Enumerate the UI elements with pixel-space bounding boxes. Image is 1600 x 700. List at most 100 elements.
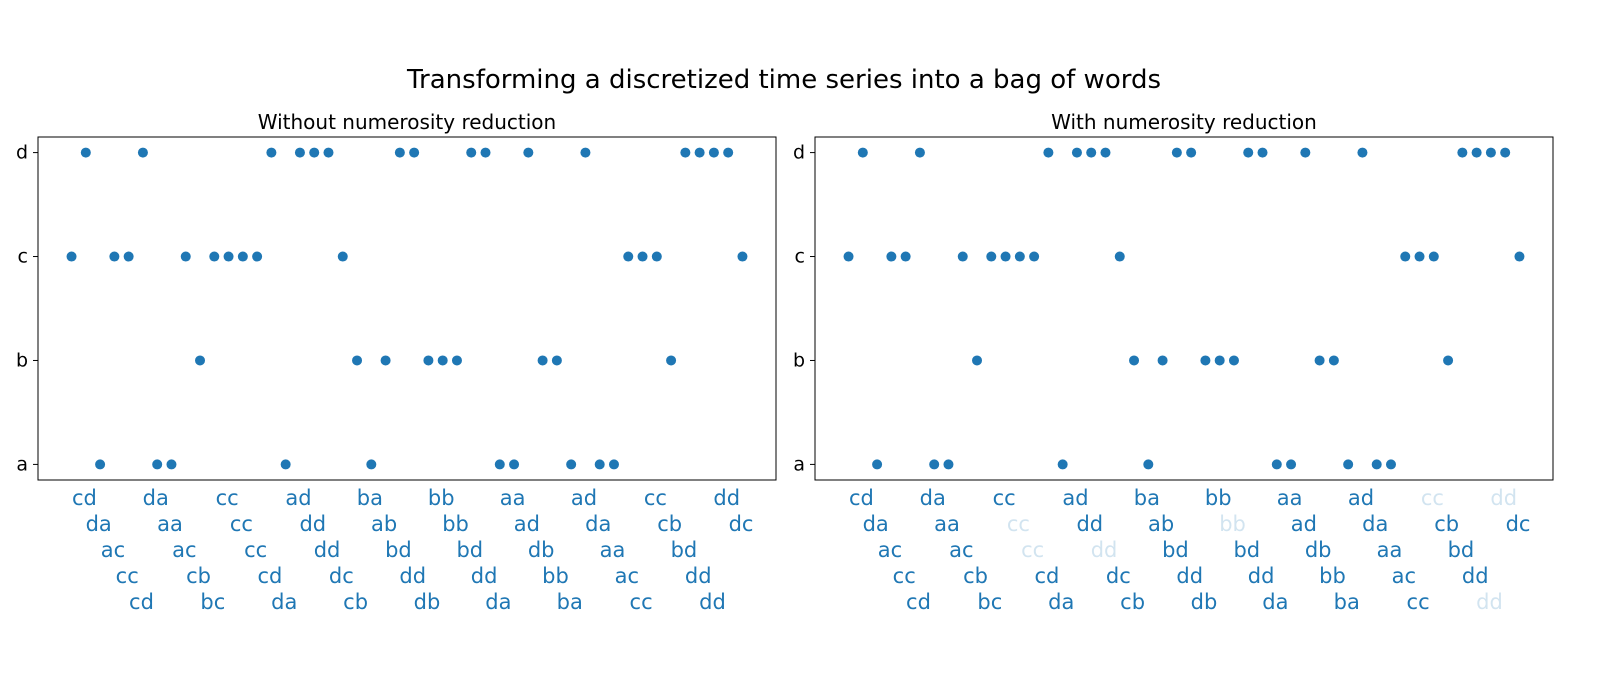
- word: dd: [1490, 486, 1517, 510]
- point: [366, 459, 377, 470]
- word: bb: [428, 486, 455, 510]
- point: [957, 251, 968, 262]
- point: [537, 355, 548, 366]
- point: [180, 251, 191, 262]
- word: aa: [600, 538, 626, 562]
- point: [266, 147, 277, 158]
- axes-frame: [814, 136, 1554, 481]
- point: [1086, 147, 1097, 158]
- word: bb: [542, 564, 569, 588]
- word: ad: [1291, 512, 1317, 536]
- point: [651, 251, 662, 262]
- word: bc: [200, 590, 225, 614]
- word: ba: [557, 590, 583, 614]
- point: [237, 251, 248, 262]
- word: ac: [878, 538, 902, 562]
- point: [1157, 355, 1168, 366]
- point: [872, 459, 883, 470]
- point: [1328, 355, 1339, 366]
- point: [1343, 459, 1354, 470]
- point: [1414, 251, 1425, 262]
- point: [1000, 251, 1011, 262]
- word: cc: [116, 564, 139, 588]
- point: [1014, 251, 1025, 262]
- word: dd: [1462, 564, 1489, 588]
- point: [337, 251, 348, 262]
- word: cd: [72, 486, 97, 510]
- point: [1114, 251, 1125, 262]
- word: cc: [644, 486, 667, 510]
- point: [380, 355, 391, 366]
- point: [1371, 459, 1382, 470]
- point: [1243, 147, 1254, 158]
- point: [1228, 355, 1239, 366]
- point: [466, 147, 477, 158]
- word: dd: [1248, 564, 1275, 588]
- point: [1428, 251, 1439, 262]
- word: ba: [1334, 590, 1360, 614]
- subplot-title: Without numerosity reduction: [258, 110, 556, 134]
- point: [1100, 147, 1111, 158]
- word: cc: [893, 564, 916, 588]
- point: [80, 147, 91, 158]
- point: [1300, 147, 1311, 158]
- point: [666, 355, 677, 366]
- point: [1071, 147, 1082, 158]
- point: [1443, 355, 1454, 366]
- point: [737, 251, 748, 262]
- word: cc: [216, 486, 239, 510]
- point: [1485, 147, 1496, 158]
- word: dc: [729, 512, 754, 536]
- word: ac: [1392, 564, 1416, 588]
- point: [137, 147, 148, 158]
- point: [1186, 147, 1197, 158]
- word: cc: [1021, 538, 1044, 562]
- word: cc: [230, 512, 253, 536]
- word: aa: [1277, 486, 1303, 510]
- word: dd: [699, 590, 726, 614]
- word: cc: [993, 486, 1016, 510]
- point: [1457, 147, 1468, 158]
- point: [166, 459, 177, 470]
- point: [1286, 459, 1297, 470]
- point: [1143, 459, 1154, 470]
- word: bc: [977, 590, 1002, 614]
- y-tick-label: c: [795, 246, 805, 268]
- point: [694, 147, 705, 158]
- word: dd: [1091, 538, 1118, 562]
- word: da: [143, 486, 169, 510]
- word: da: [920, 486, 946, 510]
- word: dd: [1476, 590, 1503, 614]
- point: [1514, 251, 1525, 262]
- point: [900, 251, 911, 262]
- word: ad: [1062, 486, 1088, 510]
- word: dc: [1506, 512, 1531, 536]
- word: ac: [949, 538, 973, 562]
- point: [708, 147, 719, 158]
- word: db: [528, 538, 555, 562]
- y-tick-label: c: [18, 246, 28, 268]
- word: dd: [1176, 564, 1203, 588]
- word: bd: [1448, 538, 1475, 562]
- point: [972, 355, 983, 366]
- point: [566, 459, 577, 470]
- point: [1200, 355, 1211, 366]
- word: dc: [1106, 564, 1131, 588]
- word: bb: [442, 512, 469, 536]
- word: da: [585, 512, 611, 536]
- word: bb: [1319, 564, 1346, 588]
- word: bd: [1162, 538, 1189, 562]
- word: bb: [1219, 512, 1246, 536]
- word: ad: [514, 512, 540, 536]
- point: [323, 147, 334, 158]
- axes-frame: [37, 136, 777, 481]
- point: [480, 147, 491, 158]
- point: [1214, 355, 1225, 366]
- point: [252, 251, 263, 262]
- word: ba: [357, 486, 383, 510]
- point: [109, 251, 120, 262]
- figure-title: Transforming a discretized time series i…: [406, 65, 1161, 95]
- point: [551, 355, 562, 366]
- point: [523, 147, 534, 158]
